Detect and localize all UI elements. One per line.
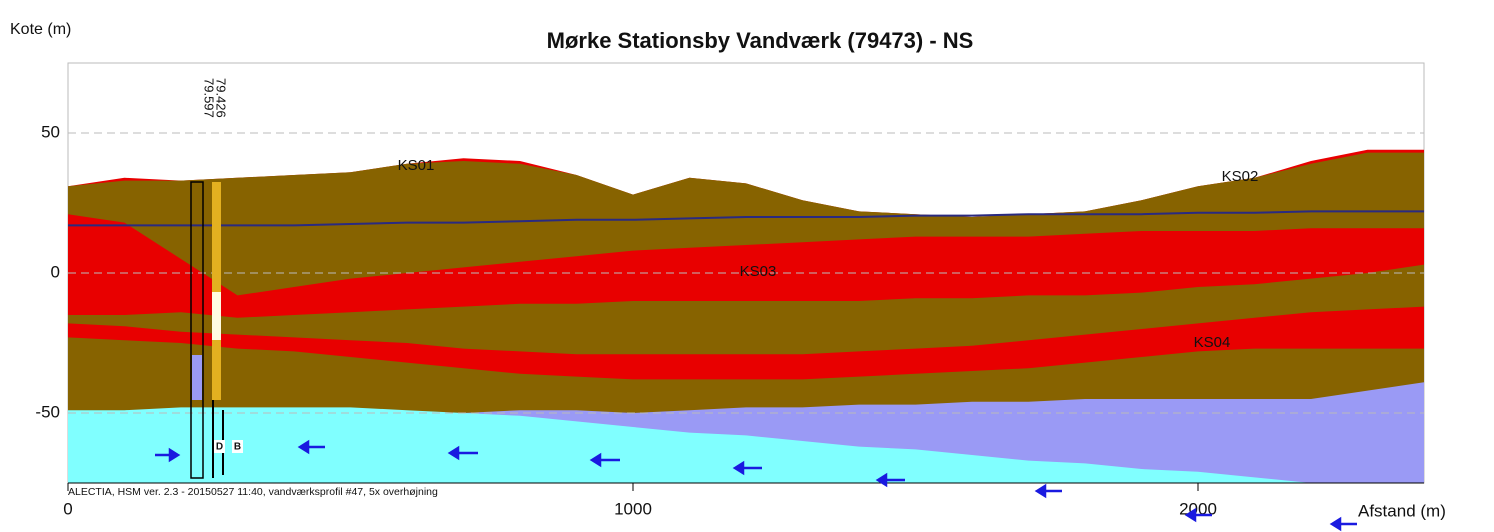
layers: KS01 KS02 KS03 KS04 xyxy=(68,63,1424,483)
well-fill xyxy=(212,292,221,340)
well-fill xyxy=(192,355,202,400)
layer-label: KS01 xyxy=(398,157,435,174)
chart-title: Mørke Stationsby Vandværk (79473) - NS xyxy=(547,28,974,53)
well-screen xyxy=(212,400,214,478)
chart: Mørke Stationsby Vandværk (79473) - NS K… xyxy=(0,0,1494,532)
x-tick-label: 0 xyxy=(63,499,72,518)
layer-label: KS02 xyxy=(1222,168,1259,185)
arrow xyxy=(1332,519,1357,529)
well-casing xyxy=(212,340,221,400)
well-label: 79.426 xyxy=(214,78,229,118)
y-tick-label: -50 xyxy=(35,402,60,421)
y-tick-label: 0 xyxy=(51,262,60,281)
x-axis-label: Afstand (m) xyxy=(1358,501,1446,520)
layer-label: KS03 xyxy=(740,263,777,280)
screen-label: B xyxy=(234,442,241,453)
footer-note: ALECTIA, HSM ver. 2.3 - 20150527 11:40, … xyxy=(68,486,438,498)
x-tick-label: 1000 xyxy=(614,499,652,518)
screen-label: D xyxy=(216,442,223,453)
y-tick-label: 50 xyxy=(41,122,60,141)
y-axis-label: Kote (m) xyxy=(10,21,71,38)
well-casing xyxy=(212,182,221,292)
layer-label: KS04 xyxy=(1194,334,1231,351)
arrow xyxy=(1037,486,1062,496)
